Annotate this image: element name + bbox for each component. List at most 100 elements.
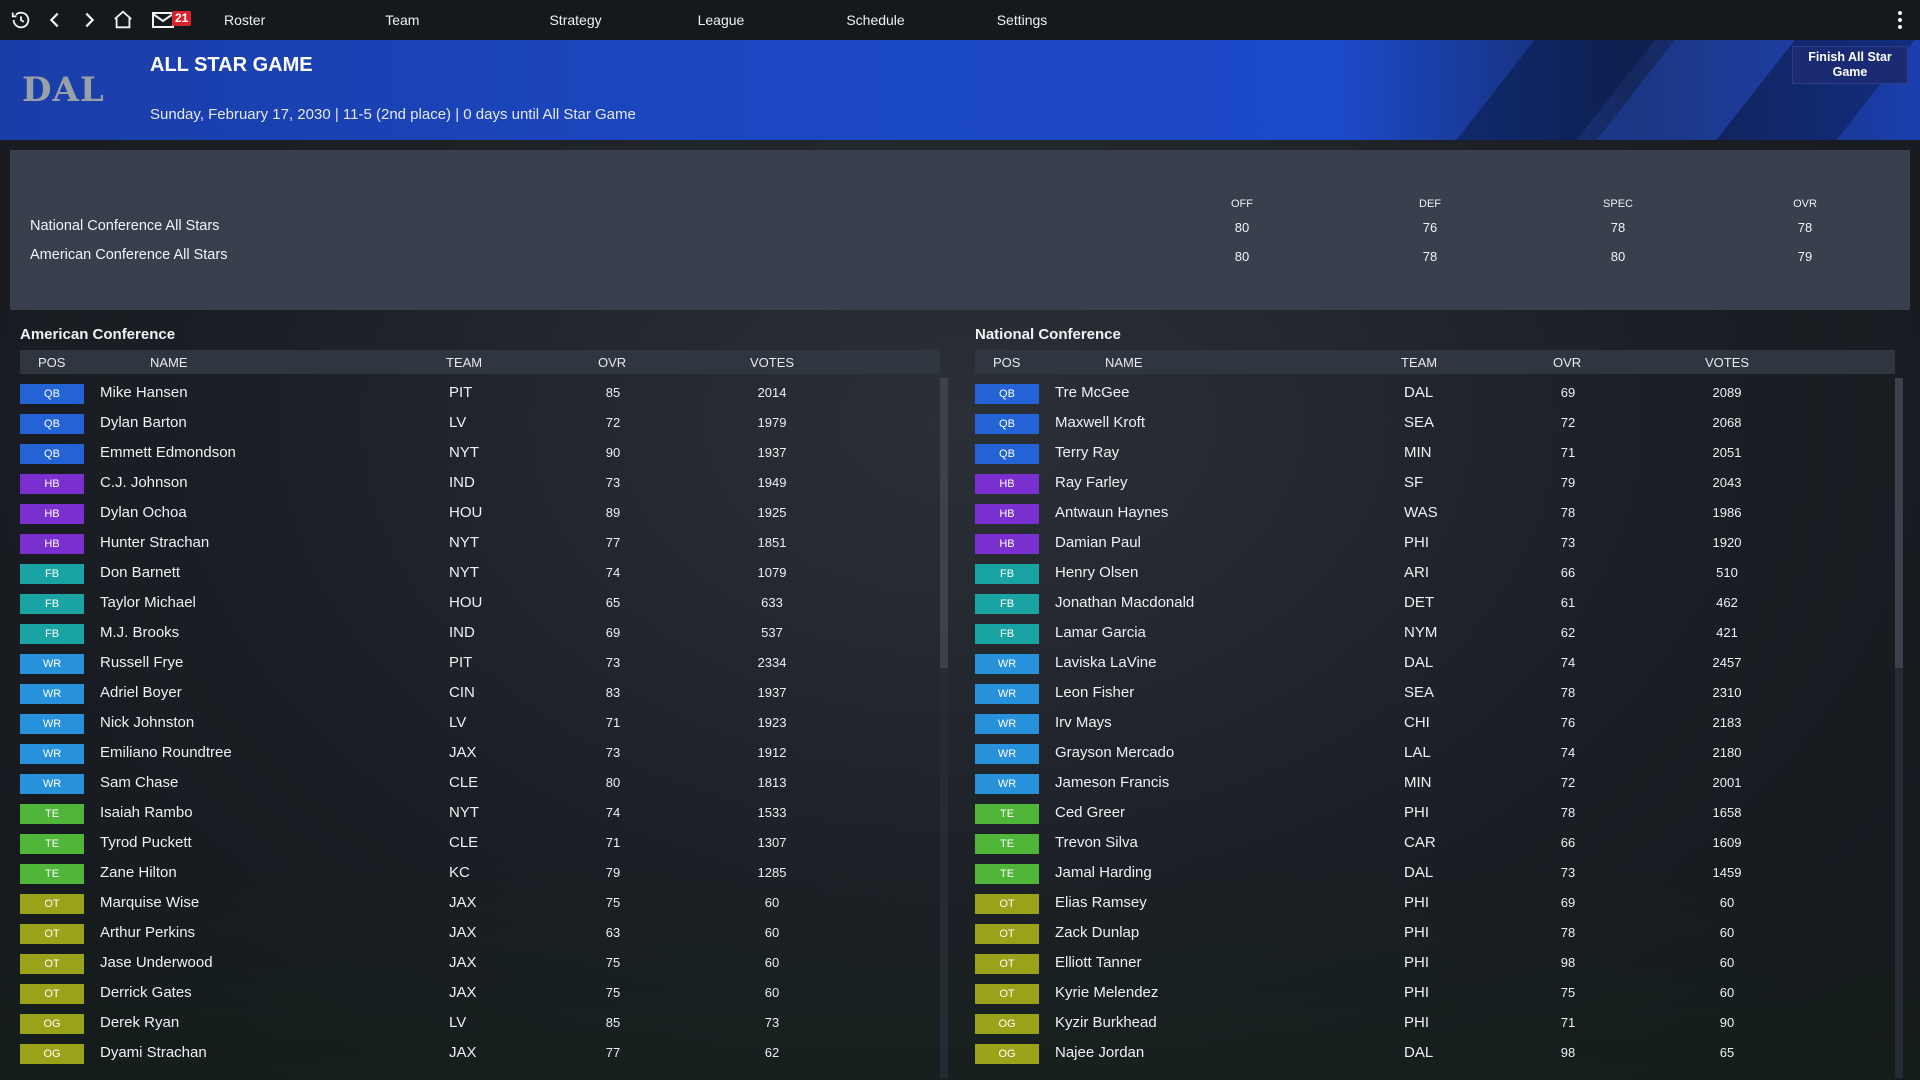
player-name[interactable]: Emiliano Roundtree bbox=[100, 744, 232, 761]
finish-all-star-game-button[interactable]: Finish All Star Game bbox=[1792, 46, 1908, 84]
table-row[interactable]: WR Russell Frye PIT 73 2334 bbox=[20, 648, 940, 678]
player-name[interactable]: Russell Frye bbox=[100, 654, 184, 671]
player-name[interactable]: Don Barnett bbox=[100, 564, 181, 581]
inbox-button[interactable]: 21 bbox=[146, 0, 194, 40]
table-row[interactable]: HB C.J. Johnson IND 73 1949 bbox=[20, 468, 940, 498]
history-icon[interactable] bbox=[4, 0, 38, 40]
column-ovr[interactable]: OVR bbox=[598, 355, 627, 370]
player-name[interactable]: Maxwell Kroft bbox=[1055, 414, 1146, 431]
player-name[interactable]: M.J. Brooks bbox=[100, 624, 180, 641]
column-ovr[interactable]: OVR bbox=[1553, 355, 1582, 370]
table-row[interactable]: HB Damian Paul PHI 73 1920 bbox=[975, 528, 1895, 558]
column-pos[interactable]: POS bbox=[38, 355, 66, 370]
table-row[interactable]: WR Sam Chase CLE 80 1813 bbox=[20, 768, 940, 798]
table-row[interactable]: WR Adriel Boyer CIN 83 1937 bbox=[20, 678, 940, 708]
table-row[interactable]: TE Ced Greer PHI 78 1658 bbox=[975, 798, 1895, 828]
player-name[interactable]: Elliott Tanner bbox=[1055, 954, 1142, 971]
table-row[interactable]: QB Tre McGee DAL 69 2089 bbox=[975, 378, 1895, 408]
table-row[interactable]: OT Marquise Wise JAX 75 60 bbox=[20, 888, 940, 918]
table-row[interactable]: QB Dylan Barton LV 72 1979 bbox=[20, 408, 940, 438]
player-name[interactable]: Dylan Barton bbox=[100, 414, 187, 431]
player-name[interactable]: Henry Olsen bbox=[1055, 564, 1139, 581]
player-name[interactable]: Tre McGee bbox=[1055, 384, 1130, 401]
table-row[interactable]: TE Trevon Silva CAR 66 1609 bbox=[975, 828, 1895, 858]
player-name[interactable]: Irv Mays bbox=[1055, 714, 1112, 731]
table-row[interactable]: OG Kyzir Burkhead PHI 71 90 bbox=[975, 1008, 1895, 1038]
player-name[interactable]: Damian Paul bbox=[1055, 534, 1141, 551]
player-name[interactable]: Laviska LaVine bbox=[1055, 654, 1157, 671]
player-name[interactable]: Derrick Gates bbox=[100, 984, 192, 1001]
player-name[interactable]: Hunter Strachan bbox=[100, 534, 210, 551]
player-name[interactable]: Emmett Edmondson bbox=[100, 444, 236, 461]
table-row[interactable]: HB Ray Farley SF 79 2043 bbox=[975, 468, 1895, 498]
table-row[interactable]: OT Arthur Perkins JAX 63 60 bbox=[20, 918, 940, 948]
table-row[interactable]: OG Najee Jordan DAL 98 65 bbox=[975, 1038, 1895, 1068]
player-name[interactable]: Kyrie Melendez bbox=[1055, 984, 1159, 1001]
player-name[interactable]: Sam Chase bbox=[100, 774, 179, 791]
player-name[interactable]: Terry Ray bbox=[1055, 444, 1120, 461]
player-name[interactable]: Tyrod Puckett bbox=[100, 834, 192, 851]
table-row[interactable]: OT Elliott Tanner PHI 98 60 bbox=[975, 948, 1895, 978]
scroll-thumb[interactable] bbox=[940, 378, 948, 668]
player-name[interactable]: Jamal Harding bbox=[1055, 864, 1152, 881]
player-name[interactable]: Zane Hilton bbox=[100, 864, 177, 881]
table-row[interactable]: WR Laviska LaVine DAL 74 2457 bbox=[975, 648, 1895, 678]
menu-roster[interactable]: Roster bbox=[224, 12, 266, 28]
player-name[interactable]: Kyzir Burkhead bbox=[1055, 1014, 1157, 1031]
home-icon[interactable] bbox=[106, 0, 140, 40]
table-row[interactable]: HB Dylan Ochoa HOU 89 1925 bbox=[20, 498, 940, 528]
more-options-icon[interactable] bbox=[1890, 0, 1910, 40]
table-row[interactable]: FB Don Barnett NYT 74 1079 bbox=[20, 558, 940, 588]
player-name[interactable]: Ray Farley bbox=[1055, 474, 1128, 491]
scrollbar[interactable] bbox=[1895, 378, 1903, 1078]
table-row[interactable]: TE Isaiah Rambo NYT 74 1533 bbox=[20, 798, 940, 828]
scroll-thumb[interactable] bbox=[1895, 378, 1903, 668]
column-team[interactable]: TEAM bbox=[446, 355, 483, 370]
player-name[interactable]: Jonathan Macdonald bbox=[1055, 594, 1195, 611]
back-icon[interactable] bbox=[38, 0, 72, 40]
column-name[interactable]: NAME bbox=[1105, 355, 1143, 370]
menu-team[interactable]: Team bbox=[385, 12, 420, 28]
player-name[interactable]: Leon Fisher bbox=[1055, 684, 1135, 701]
player-name[interactable]: Grayson Mercado bbox=[1055, 744, 1175, 761]
table-row[interactable]: WR Irv Mays CHI 76 2183 bbox=[975, 708, 1895, 738]
player-name[interactable]: Jameson Francis bbox=[1055, 774, 1170, 791]
menu-schedule[interactable]: Schedule bbox=[846, 12, 905, 28]
player-name[interactable]: Dylan Ochoa bbox=[100, 504, 187, 521]
column-team[interactable]: TEAM bbox=[1401, 355, 1438, 370]
table-row[interactable]: OG Dyami Strachan JAX 77 62 bbox=[20, 1038, 940, 1068]
column-pos[interactable]: POS bbox=[993, 355, 1021, 370]
column-name[interactable]: NAME bbox=[150, 355, 188, 370]
player-name[interactable]: Najee Jordan bbox=[1055, 1044, 1145, 1061]
player-name[interactable]: Lamar Garcia bbox=[1055, 624, 1146, 641]
table-row[interactable]: FB Jonathan Macdonald DET 61 462 bbox=[975, 588, 1895, 618]
scrollbar[interactable] bbox=[940, 378, 948, 1078]
player-name[interactable]: Zack Dunlap bbox=[1055, 924, 1140, 941]
column-votes[interactable]: VOTES bbox=[1705, 355, 1750, 370]
table-row[interactable]: QB Terry Ray MIN 71 2051 bbox=[975, 438, 1895, 468]
table-row[interactable]: WR Leon Fisher SEA 78 2310 bbox=[975, 678, 1895, 708]
player-name[interactable]: C.J. Johnson bbox=[100, 474, 188, 491]
player-name[interactable]: Nick Johnston bbox=[100, 714, 195, 731]
player-name[interactable]: Jase Underwood bbox=[100, 954, 213, 971]
table-row[interactable]: TE Zane Hilton KC 79 1285 bbox=[20, 858, 940, 888]
column-votes[interactable]: VOTES bbox=[750, 355, 795, 370]
menu-settings[interactable]: Settings bbox=[996, 12, 1048, 28]
table-row[interactable]: FB Henry Olsen ARI 66 510 bbox=[975, 558, 1895, 588]
player-name[interactable]: Arthur Perkins bbox=[100, 924, 196, 941]
table-row[interactable]: OT Zack Dunlap PHI 78 60 bbox=[975, 918, 1895, 948]
player-name[interactable]: Isaiah Rambo bbox=[100, 804, 193, 821]
table-row[interactable]: OT Elias Ramsey PHI 69 60 bbox=[975, 888, 1895, 918]
table-row[interactable]: TE Jamal Harding DAL 73 1459 bbox=[975, 858, 1895, 888]
table-row[interactable]: QB Mike Hansen PIT 85 2014 bbox=[20, 378, 940, 408]
table-row[interactable]: OT Kyrie Melendez PHI 75 60 bbox=[975, 978, 1895, 1008]
table-row[interactable]: OG Derek Ryan LV 85 73 bbox=[20, 1008, 940, 1038]
player-name[interactable]: Derek Ryan bbox=[100, 1014, 180, 1031]
table-row[interactable]: TE Tyrod Puckett CLE 71 1307 bbox=[20, 828, 940, 858]
table-row[interactable]: HB Hunter Strachan NYT 77 1851 bbox=[20, 528, 940, 558]
table-row[interactable]: OT Jase Underwood JAX 75 60 bbox=[20, 948, 940, 978]
menu-strategy[interactable]: Strategy bbox=[549, 12, 602, 28]
table-row[interactable]: FB Taylor Michael HOU 65 633 bbox=[20, 588, 940, 618]
table-row[interactable]: WR Nick Johnston LV 71 1923 bbox=[20, 708, 940, 738]
player-name[interactable]: Trevon Silva bbox=[1055, 834, 1138, 851]
